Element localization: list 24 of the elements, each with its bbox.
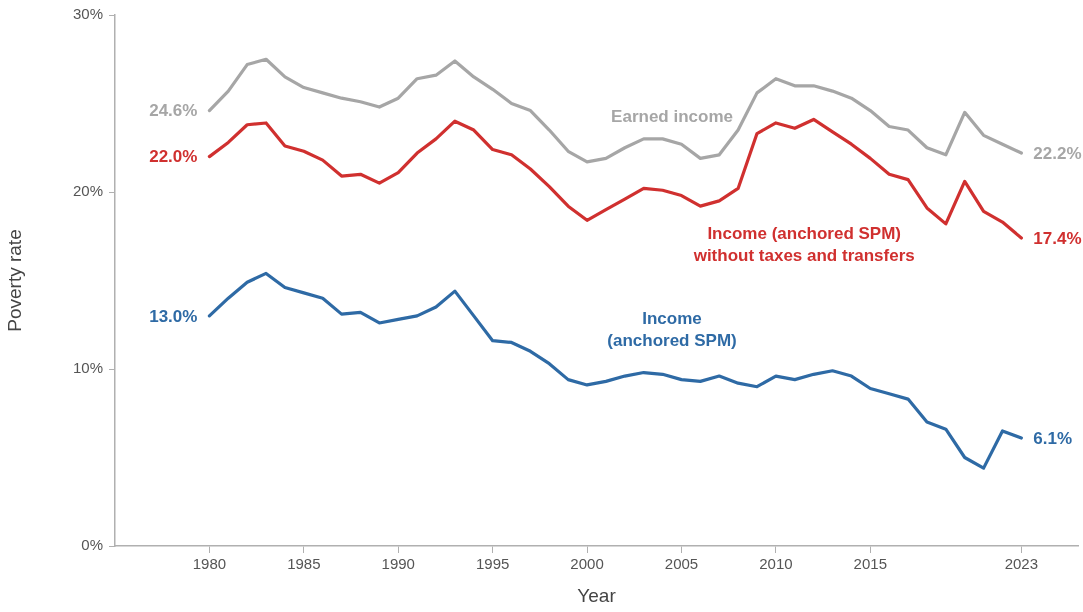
x-tick-label: 2000 xyxy=(570,555,604,573)
data-label: 6.1% xyxy=(1033,428,1073,448)
x-tick-label: 1995 xyxy=(475,555,510,573)
data-label: 22.0% xyxy=(149,147,198,167)
x-tick-label: 1980 xyxy=(192,555,227,573)
y-tick-label: 0% xyxy=(81,536,103,554)
x-tick-label: 2023 xyxy=(1004,555,1039,573)
series-label: Earned income xyxy=(611,107,733,127)
data-label: 22.2% xyxy=(1033,143,1082,163)
series-label: Income (anchored SPM) without taxes and transfers xyxy=(692,224,915,266)
x-tick-label: 2010 xyxy=(759,555,793,573)
x-axis-title: Year xyxy=(577,584,617,606)
x-tick-label: 1990 xyxy=(381,555,415,573)
y-tick-label: 10% xyxy=(72,359,103,377)
data-label: 24.6% xyxy=(149,101,198,121)
y-tick-label: 30% xyxy=(72,5,103,23)
x-tick-label: 2005 xyxy=(664,555,699,573)
x-tick-label: 1985 xyxy=(287,555,321,573)
series-label: Income (anchored SPM) xyxy=(607,309,737,351)
x-tick-label: 2015 xyxy=(853,555,887,573)
data-label: 13.0% xyxy=(149,306,198,326)
data-label: 17.4% xyxy=(1033,228,1082,248)
y-tick-label: 20% xyxy=(72,182,103,200)
y-axis-title: Poverty rate xyxy=(3,229,25,332)
